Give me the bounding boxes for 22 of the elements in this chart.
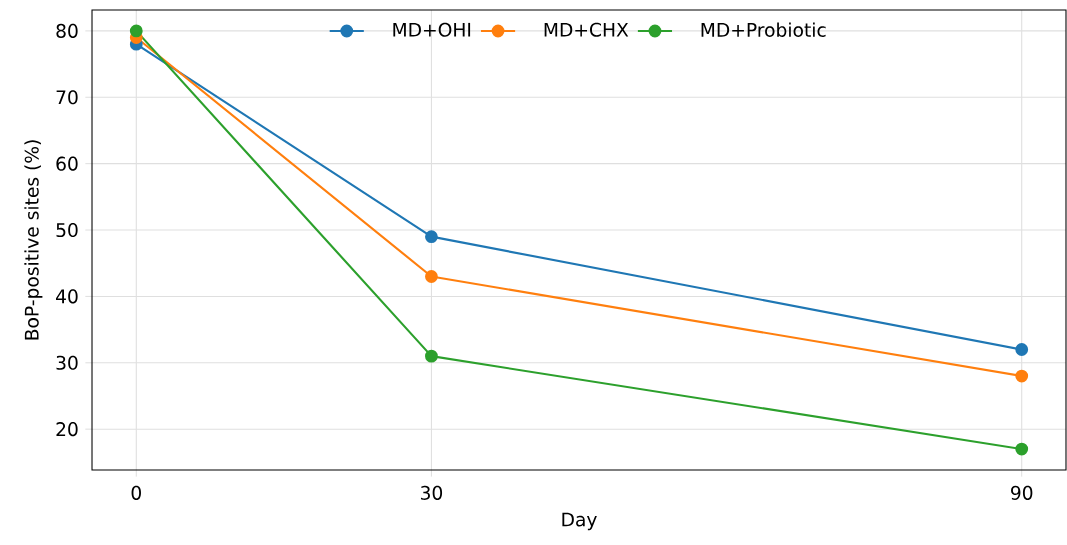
y-axis-title: BoP-positive sites (%) [24, 140, 43, 340]
x-tick-label: 0 [131, 485, 141, 500]
legend-label: MD+Probiotic [701, 22, 826, 37]
y-tick-label: 20 [56, 422, 78, 437]
y-tick-label: 50 [56, 222, 78, 238]
x-tick-label: 90 [1011, 485, 1033, 500]
point [1015, 369, 1029, 383]
y-tick-label: 70 [56, 90, 78, 105]
point [1015, 343, 1029, 356]
point [1015, 442, 1029, 456]
legend-label: MD+CHX [544, 22, 629, 37]
point [425, 349, 438, 363]
y-tick-label: 80 [56, 23, 78, 38]
point [425, 230, 438, 244]
x-tick-label: 30 [420, 485, 443, 500]
y-tick-label: 40 [56, 289, 78, 304]
x-axis-title: Day [562, 512, 597, 531]
point [425, 270, 438, 283]
legend-label: MD+OHI [393, 22, 471, 37]
point [129, 24, 143, 38]
y-tick-label: 60 [56, 156, 78, 171]
y-tick-label: 30 [56, 355, 78, 370]
